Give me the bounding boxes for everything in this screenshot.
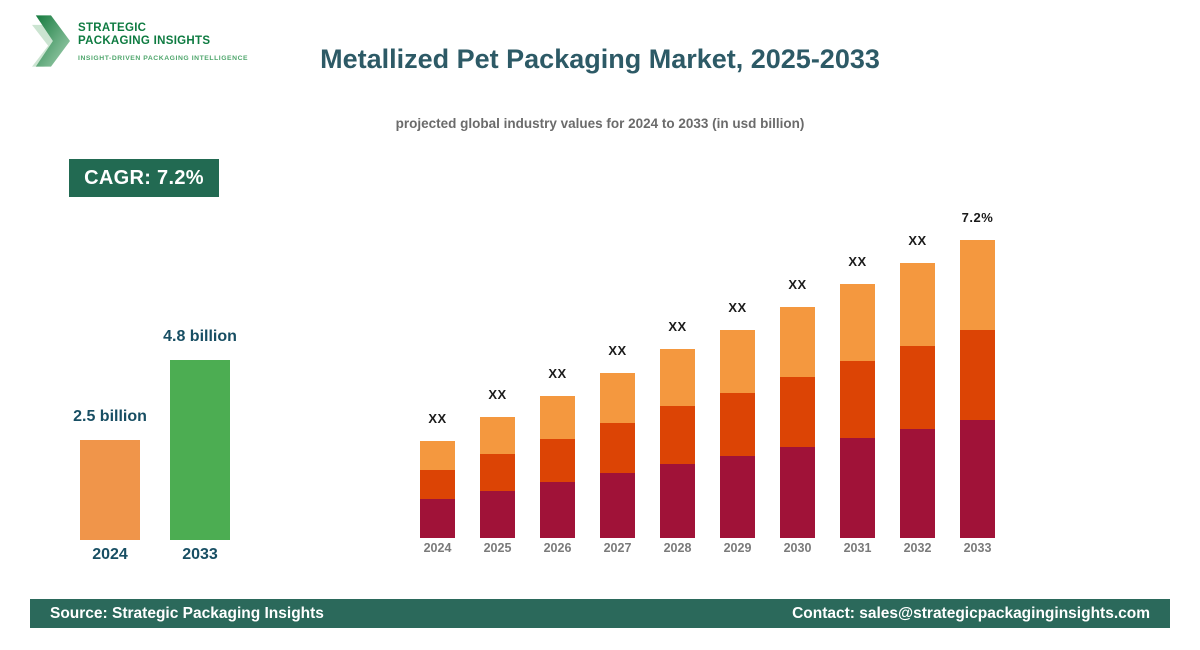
page-title: Metallized Pet Packaging Market, 2025-20… bbox=[320, 44, 880, 74]
bottom-segment bbox=[840, 438, 875, 538]
stacked-bar-value-label: XX bbox=[848, 254, 867, 269]
stacked-bar-column: XX 2031 bbox=[840, 254, 875, 555]
bottom-segment bbox=[780, 447, 815, 538]
logo-name-line2: PACKAGING INSIGHTS bbox=[78, 35, 211, 48]
stacked-year-label: 2030 bbox=[783, 541, 812, 555]
stacked-bar-value-label: XX bbox=[908, 233, 927, 248]
logo-text: STRATEGIC PACKAGING INSIGHTS INSIGHT-DRI… bbox=[78, 14, 248, 62]
stacked-bar-column: XX 2027 bbox=[600, 343, 635, 555]
bottom-segment bbox=[660, 464, 695, 538]
stacked-year-label: 2033 bbox=[963, 541, 992, 555]
middle-segment bbox=[660, 406, 695, 464]
middle-segment bbox=[720, 393, 755, 456]
stacked-bar-value-label: XX bbox=[548, 366, 567, 381]
top-segment bbox=[840, 284, 875, 361]
top-segment bbox=[660, 349, 695, 406]
stacked-bar-column: XX 2028 bbox=[660, 319, 695, 555]
stacked-year-label: 2029 bbox=[723, 541, 752, 555]
top-segment bbox=[540, 396, 575, 439]
logo-chevron-icon bbox=[32, 15, 70, 67]
footer-bar: Source: Strategic Packaging Insights Con… bbox=[30, 599, 1170, 628]
stacked-year-label: 2031 bbox=[843, 541, 872, 555]
logo-name-line1: STRATEGIC bbox=[78, 22, 147, 34]
logo: STRATEGIC PACKAGING INSIGHTS INSIGHT-DRI… bbox=[32, 14, 248, 68]
stacked-bar-value-label: XX bbox=[488, 387, 507, 402]
top-segment bbox=[720, 330, 755, 393]
page-subtitle: projected global industry values for 202… bbox=[395, 116, 805, 131]
bottom-segment bbox=[420, 499, 455, 538]
middle-segment bbox=[600, 423, 635, 473]
top-segment bbox=[780, 307, 815, 377]
stacked-bar-value-label: 7.2% bbox=[961, 210, 994, 225]
summary-bar-column: 4.8 billion 2033 bbox=[163, 328, 237, 563]
middle-segment bbox=[480, 454, 515, 491]
stacked-bar-value-label: XX bbox=[788, 277, 807, 292]
stacked-year-label: 2028 bbox=[663, 541, 692, 555]
summary-year-label: 2033 bbox=[182, 546, 218, 563]
logo-tagline: INSIGHT-DRIVEN PACKAGING INTELLIGENCE bbox=[78, 55, 249, 63]
bottom-segment bbox=[540, 482, 575, 538]
top-segment bbox=[960, 240, 995, 330]
summary-bar-value-label: 2.5 billion bbox=[73, 408, 147, 425]
stacked-bar-value-label: XX bbox=[608, 343, 627, 358]
stacked-bar-column: XX 2026 bbox=[540, 366, 575, 555]
summary-bar-column: 2.5 billion 2024 bbox=[73, 408, 147, 563]
middle-segment bbox=[780, 377, 815, 447]
contact-text: Contact: sales@strategicpackaginginsight… bbox=[792, 604, 1150, 622]
bottom-segment bbox=[600, 473, 635, 538]
stacked-bar-column: XX 2030 bbox=[780, 277, 815, 555]
stacked-bar-column: 7.2% 2033 bbox=[960, 210, 995, 555]
stacked-year-label: 2026 bbox=[543, 541, 572, 555]
bottom-segment bbox=[960, 420, 995, 538]
bottom-segment bbox=[900, 429, 935, 538]
top-segment bbox=[600, 373, 635, 423]
top-segment bbox=[900, 263, 935, 346]
stacked-bar-column: XX 2032 bbox=[900, 233, 935, 555]
middle-segment bbox=[900, 346, 935, 429]
middle-segment bbox=[420, 470, 455, 499]
bottom-segment bbox=[480, 491, 515, 538]
stacked-bar-value-label: XX bbox=[668, 319, 687, 334]
stacked-year-label: 2027 bbox=[603, 541, 632, 555]
summary-year-label: 2024 bbox=[92, 546, 128, 563]
stacked-year-label: 2032 bbox=[903, 541, 932, 555]
top-segment bbox=[420, 441, 455, 470]
stacked-bar-value-label: XX bbox=[428, 411, 447, 426]
cagr-badge: CAGR: 7.2% bbox=[69, 159, 219, 197]
top-segment bbox=[480, 417, 515, 454]
stacked-bar-column: XX 2024 bbox=[420, 411, 455, 555]
stacked-year-label: 2025 bbox=[483, 541, 512, 555]
summary-bar bbox=[170, 360, 230, 540]
stacked-year-label: 2024 bbox=[423, 541, 452, 555]
summary-bar-value-label: 4.8 billion bbox=[163, 328, 237, 345]
source-text: Source: Strategic Packaging Insights bbox=[50, 604, 324, 622]
middle-segment bbox=[960, 330, 995, 420]
stacked-bar-column: XX 2025 bbox=[480, 387, 515, 555]
stacked-bar-column: XX 2029 bbox=[720, 300, 755, 555]
stacked-bar-value-label: XX bbox=[728, 300, 747, 315]
summary-bar bbox=[80, 440, 140, 540]
middle-segment bbox=[540, 439, 575, 482]
bottom-segment bbox=[720, 456, 755, 538]
middle-segment bbox=[840, 361, 875, 438]
